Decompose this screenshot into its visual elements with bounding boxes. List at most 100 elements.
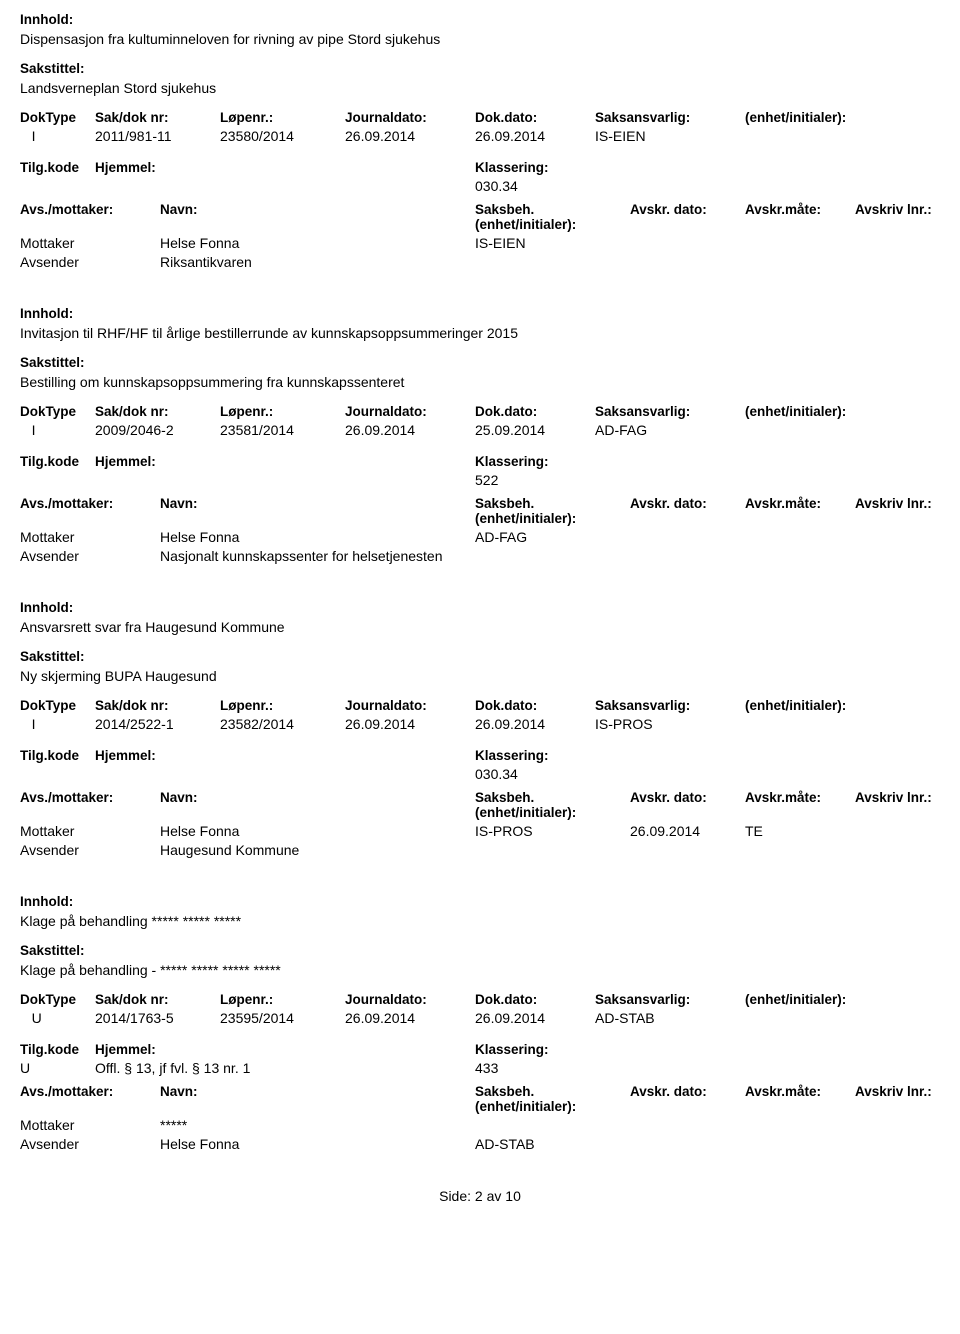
tilgkode-value: U	[20, 1060, 95, 1076]
party-header-row: Avs./mottaker:Navn:Saksbeh.(enhet/initia…	[20, 496, 940, 526]
klassering-header: Klassering:	[475, 1042, 549, 1057]
klassering-value: 030.34	[475, 178, 518, 194]
dokdato-header: Dok.dato:	[475, 992, 595, 1007]
journaldato-value: 26.09.2014	[345, 422, 475, 438]
doktype-header: DokType	[20, 698, 95, 713]
doktype-value: I	[20, 422, 95, 438]
tilg-klass-header-row: Tilg.kodeHjemmel:Klassering:	[20, 453, 940, 469]
klassering-value: 433	[475, 1060, 498, 1076]
innhold-value: Invitasjon til RHF/HF til årlige bestill…	[20, 325, 940, 341]
party-row: MottakerHelse FonnaIS-PROS26.09.2014TE	[20, 823, 940, 839]
spacer	[20, 735, 940, 747]
party-name: Nasjonalt kunnskapssenter for helsetjene…	[160, 548, 475, 564]
tilgkode-header: Tilg.kode	[20, 748, 95, 763]
party-row: AvsenderHaugesund Kommune	[20, 842, 940, 858]
navn-header: Navn:	[160, 790, 475, 805]
innhold-label: Innhold:	[20, 894, 940, 909]
journaldato-header: Journaldato:	[345, 110, 475, 125]
party-header-row: Avs./mottaker:Navn:Saksbeh.(enhet/initia…	[20, 1084, 940, 1114]
party-role: Avsender	[20, 842, 160, 858]
column-headers: DokTypeSak/dok nr:Løpenr.:Journaldato:Do…	[20, 404, 940, 419]
dokdato-header: Dok.dato:	[475, 404, 595, 419]
data-row: I2009/2046-223581/201426.09.201425.09.20…	[20, 422, 940, 438]
journaldato-value: 26.09.2014	[345, 716, 475, 732]
dokdato-value: 26.09.2014	[475, 1010, 595, 1026]
party-name: Haugesund Kommune	[160, 842, 475, 858]
party-role: Mottaker	[20, 529, 160, 545]
party-name: Helse Fonna	[160, 529, 475, 545]
avskrdato-header: Avskr. dato:	[630, 790, 745, 805]
spacer	[20, 147, 940, 159]
party-role: Mottaker	[20, 235, 160, 251]
lopenr-header: Løpenr.:	[220, 698, 345, 713]
tilgkode-header: Tilg.kode	[20, 1042, 95, 1057]
footer-label: Side:	[439, 1188, 471, 1204]
party-name: Helse Fonna	[160, 823, 475, 839]
spacer	[20, 441, 940, 453]
tilg-klass-header-row: Tilg.kodeHjemmel:Klassering:	[20, 1041, 940, 1057]
party-name: *****	[160, 1117, 475, 1133]
avskrmate-header: Avskr.måte:	[745, 202, 855, 217]
lopenr-header: Løpenr.:	[220, 110, 345, 125]
innhold-value: Ansvarsrett svar fra Haugesund Kommune	[20, 619, 940, 635]
avskrmate-header: Avskr.måte:	[745, 1084, 855, 1099]
avskrmate-header: Avskr.måte:	[745, 790, 855, 805]
data-row: I2011/981-1123580/201426.09.201426.09.20…	[20, 128, 940, 144]
navn-header: Navn:	[160, 202, 475, 217]
innhold-label: Innhold:	[20, 306, 940, 321]
avskrlnr-header: Avskriv lnr.:	[855, 496, 940, 511]
party-row: MottakerHelse FonnaAD-FAG	[20, 529, 940, 545]
avsmottaker-header: Avs./mottaker:	[20, 496, 160, 511]
sakdok-value: 2009/2046-2	[95, 422, 220, 438]
journal-entry: Innhold:Dispensasjon fra kultuminneloven…	[20, 12, 940, 270]
tilg-klass-value-row: UOffl. § 13, jf fvl. § 13 nr. 1433	[20, 1060, 940, 1076]
doktype-value: I	[20, 128, 95, 144]
tilgkode-header: Tilg.kode	[20, 160, 95, 175]
sakstittel-value: Bestilling om kunnskapsoppsummering fra …	[20, 374, 940, 390]
saksbeh-header: Saksbeh.(enhet/initialer):	[475, 790, 630, 820]
avskrdato-header: Avskr. dato:	[630, 202, 745, 217]
party-name: Helse Fonna	[160, 1136, 475, 1152]
saksansvarlig-header: Saksansvarlig:	[595, 110, 745, 125]
klassering-value: 522	[475, 472, 498, 488]
saksbeh-header: Saksbeh.(enhet/initialer):	[475, 202, 630, 232]
innhold-label: Innhold:	[20, 600, 940, 615]
hjemmel-value: Offl. § 13, jf fvl. § 13 nr. 1	[95, 1060, 475, 1076]
sakstittel-value: Klage på behandling - ***** ***** ***** …	[20, 962, 940, 978]
enhet-header: (enhet/initialer):	[745, 698, 940, 713]
column-headers: DokTypeSak/dok nr:Løpenr.:Journaldato:Do…	[20, 698, 940, 713]
column-headers: DokTypeSak/dok nr:Løpenr.:Journaldato:Do…	[20, 992, 940, 1007]
tilg-klass-header-row: Tilg.kodeHjemmel:Klassering:	[20, 747, 940, 763]
party-saksbeh: AD-STAB	[475, 1136, 630, 1152]
party-row: AvsenderNasjonalt kunnskapssenter for he…	[20, 548, 940, 564]
tilg-klass-value-row: 030.34	[20, 766, 940, 782]
footer-page: 2	[475, 1188, 483, 1204]
party-name: Helse Fonna	[160, 235, 475, 251]
page-footer: Side: 2 av 10	[20, 1188, 940, 1204]
journaldato-value: 26.09.2014	[345, 1010, 475, 1026]
footer-of: av	[487, 1188, 502, 1204]
party-saksbeh: IS-PROS	[475, 823, 630, 839]
enhet-header: (enhet/initialer):	[745, 992, 940, 1007]
lopenr-value: 23582/2014	[220, 716, 345, 732]
avskrdato-header: Avskr. dato:	[630, 496, 745, 511]
sakstittel-value: Ny skjerming BUPA Haugesund	[20, 668, 940, 684]
journal-entry: Innhold: Invitasjon til RHF/HF til årlige…	[20, 306, 940, 564]
tilg-klass-value-row: 030.34	[20, 178, 940, 194]
party-header-row: Avs./mottaker:Navn:Saksbeh.(enhet/initia…	[20, 202, 940, 232]
party-header-row: Avs./mottaker:Navn:Saksbeh.(enhet/initia…	[20, 790, 940, 820]
data-row: I2014/2522-123582/201426.09.201426.09.20…	[20, 716, 940, 732]
lopenr-value: 23595/2014	[220, 1010, 345, 1026]
journaldato-header: Journaldato:	[345, 698, 475, 713]
sakstittel-label: Sakstittel:	[20, 649, 940, 664]
sakdok-header: Sak/dok nr:	[95, 110, 220, 125]
innhold-label: Innhold:	[20, 12, 940, 27]
klassering-header: Klassering:	[475, 454, 549, 469]
klassering-header: Klassering:	[475, 748, 549, 763]
avskrlnr-header: Avskriv lnr.:	[855, 1084, 940, 1099]
enhet-header: (enhet/initialer):	[745, 110, 940, 125]
saksansvarlig-value: IS-PROS	[595, 716, 745, 732]
sakdok-value: 2014/2522-1	[95, 716, 220, 732]
spacer	[20, 1029, 940, 1041]
party-row: MottakerHelse FonnaIS-EIEN	[20, 235, 940, 251]
